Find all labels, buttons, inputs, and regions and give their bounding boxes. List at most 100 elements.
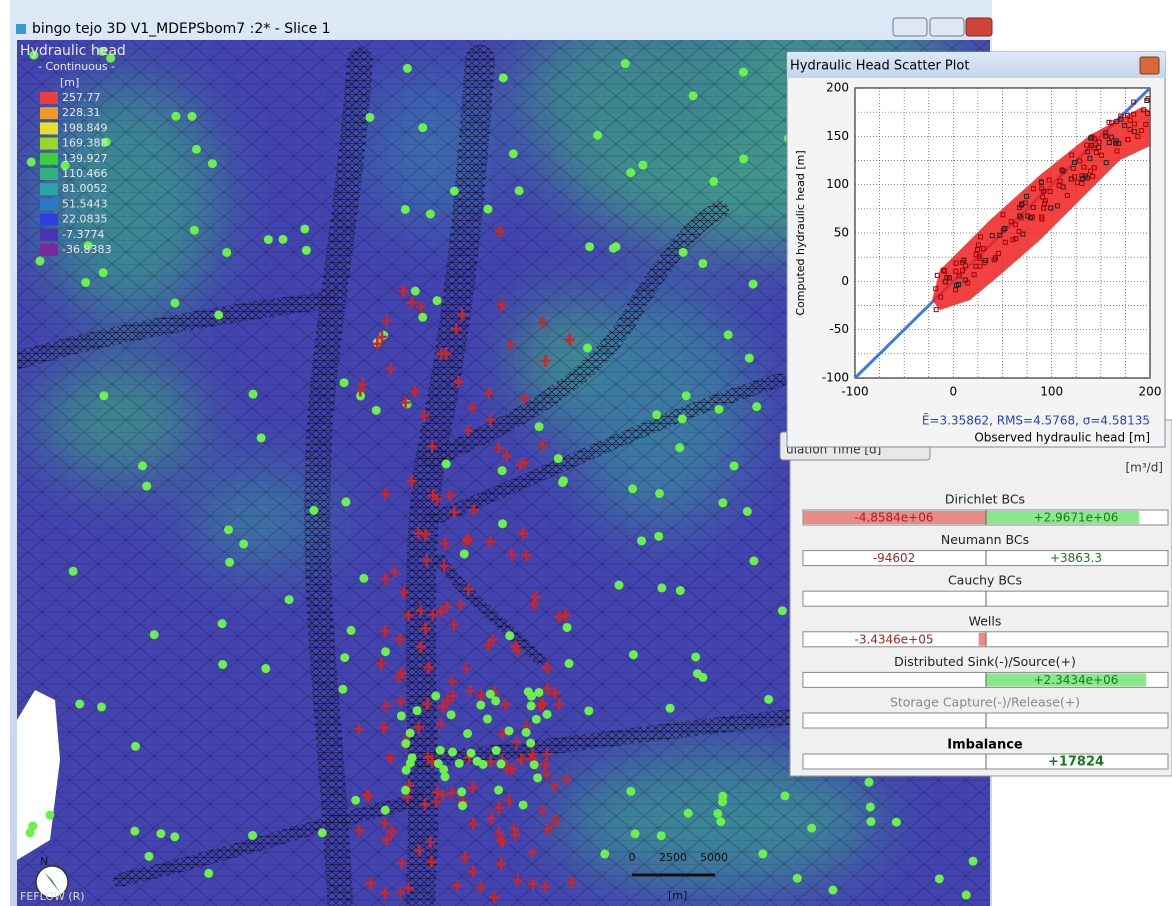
observation-point — [256, 433, 266, 443]
well-symbol — [447, 689, 458, 702]
observation-point — [718, 498, 728, 508]
scatter-marker — [1039, 186, 1045, 192]
scatter-marker — [1084, 142, 1090, 148]
well-symbol — [566, 876, 577, 889]
observation-point — [418, 312, 428, 322]
observation-point — [248, 830, 258, 840]
observation-point — [433, 759, 443, 769]
y-tick-label: -100 — [822, 371, 849, 385]
observation-point — [752, 402, 762, 412]
observation-point — [365, 112, 375, 122]
well-symbol — [521, 549, 532, 562]
scatter-close[interactable] — [1139, 56, 1160, 75]
well-symbol — [549, 780, 560, 793]
scatter-marker — [1131, 99, 1137, 105]
observation-point — [688, 91, 698, 101]
scatter-marker — [1084, 175, 1090, 181]
well-symbol — [354, 824, 365, 837]
scatter-marker — [1118, 113, 1124, 119]
scatter-marker — [1019, 201, 1025, 207]
observation-point — [340, 653, 350, 663]
imbalance-label: Imbalance — [947, 738, 1023, 753]
observation-point — [60, 161, 70, 171]
well-symbol — [537, 439, 548, 452]
well-symbol — [519, 392, 530, 405]
observation-point — [81, 277, 91, 287]
observation-point — [678, 247, 688, 257]
observation-point — [652, 410, 662, 420]
scatter-marker — [1013, 236, 1019, 242]
observation-point — [626, 786, 636, 796]
well-symbol — [398, 586, 409, 599]
x-tick-label: 200 — [1139, 385, 1162, 399]
well-symbol — [500, 698, 511, 711]
scatter-marker — [975, 247, 981, 253]
observation-point — [35, 256, 45, 266]
legend-label: 110.466 — [62, 167, 108, 180]
observation-point — [317, 828, 327, 838]
observation-point — [713, 808, 723, 818]
maximize-button[interactable] — [929, 17, 965, 37]
observation-point — [472, 756, 482, 766]
scatter-marker — [1122, 123, 1128, 129]
well-symbol — [468, 504, 479, 517]
legend-swatch — [40, 137, 58, 150]
well-symbol — [385, 362, 396, 375]
legend-swatch — [40, 168, 58, 180]
observation-point — [458, 801, 468, 811]
y-tick-label: 0 — [841, 274, 849, 288]
scatter-marker — [1096, 145, 1102, 151]
observation-point — [68, 566, 78, 576]
well-symbol — [550, 814, 561, 827]
well-symbol — [439, 560, 450, 573]
well-symbol — [463, 424, 474, 437]
scatter-marker — [1070, 165, 1076, 171]
scatter-marker — [965, 280, 971, 286]
minimize-button[interactable] — [892, 17, 928, 37]
well-symbol — [460, 851, 471, 864]
observation-point — [628, 650, 638, 660]
observation-point — [284, 595, 294, 605]
well-symbol — [537, 804, 548, 817]
well-symbol — [496, 299, 507, 312]
observation-point — [497, 466, 507, 476]
imbalance-value: +17824 — [1048, 755, 1104, 770]
scatter-marker — [1090, 173, 1096, 179]
scatter-marker — [933, 307, 939, 313]
negative-fill — [978, 632, 986, 646]
well-symbol — [385, 751, 396, 764]
scatter-marker — [1079, 180, 1085, 186]
observation-point — [28, 821, 38, 831]
scatter-marker — [1135, 133, 1141, 139]
well-symbol — [426, 855, 437, 868]
scatter-marker — [954, 282, 960, 288]
well-symbol — [442, 694, 453, 707]
well-symbol — [496, 857, 507, 870]
well-symbol — [554, 698, 565, 711]
scatter-marker — [981, 246, 987, 252]
observation-point — [491, 745, 501, 755]
y-tick-label: -50 — [829, 322, 849, 336]
observation-point — [866, 817, 876, 827]
well-symbol — [505, 338, 516, 351]
observation-point — [98, 268, 108, 278]
observation-point — [764, 694, 774, 704]
scatter-marker — [1103, 130, 1109, 136]
scatter-marker — [1114, 148, 1120, 154]
observation-point — [968, 856, 978, 866]
observation-point — [583, 343, 593, 353]
well-symbol — [425, 836, 436, 849]
observation-point — [170, 298, 180, 308]
well-symbol — [509, 822, 520, 835]
observation-point — [534, 687, 544, 697]
observation-point — [448, 747, 458, 757]
scatter-marker — [1131, 121, 1137, 127]
observation-point — [864, 777, 874, 787]
close-button[interactable] — [965, 17, 993, 37]
well-symbol — [516, 753, 527, 766]
observation-point — [341, 497, 351, 507]
legend-swatch — [40, 213, 58, 226]
scatter-titlebar — [787, 52, 1165, 78]
well-symbol — [437, 701, 448, 714]
scale-label: 2500 — [659, 851, 687, 864]
